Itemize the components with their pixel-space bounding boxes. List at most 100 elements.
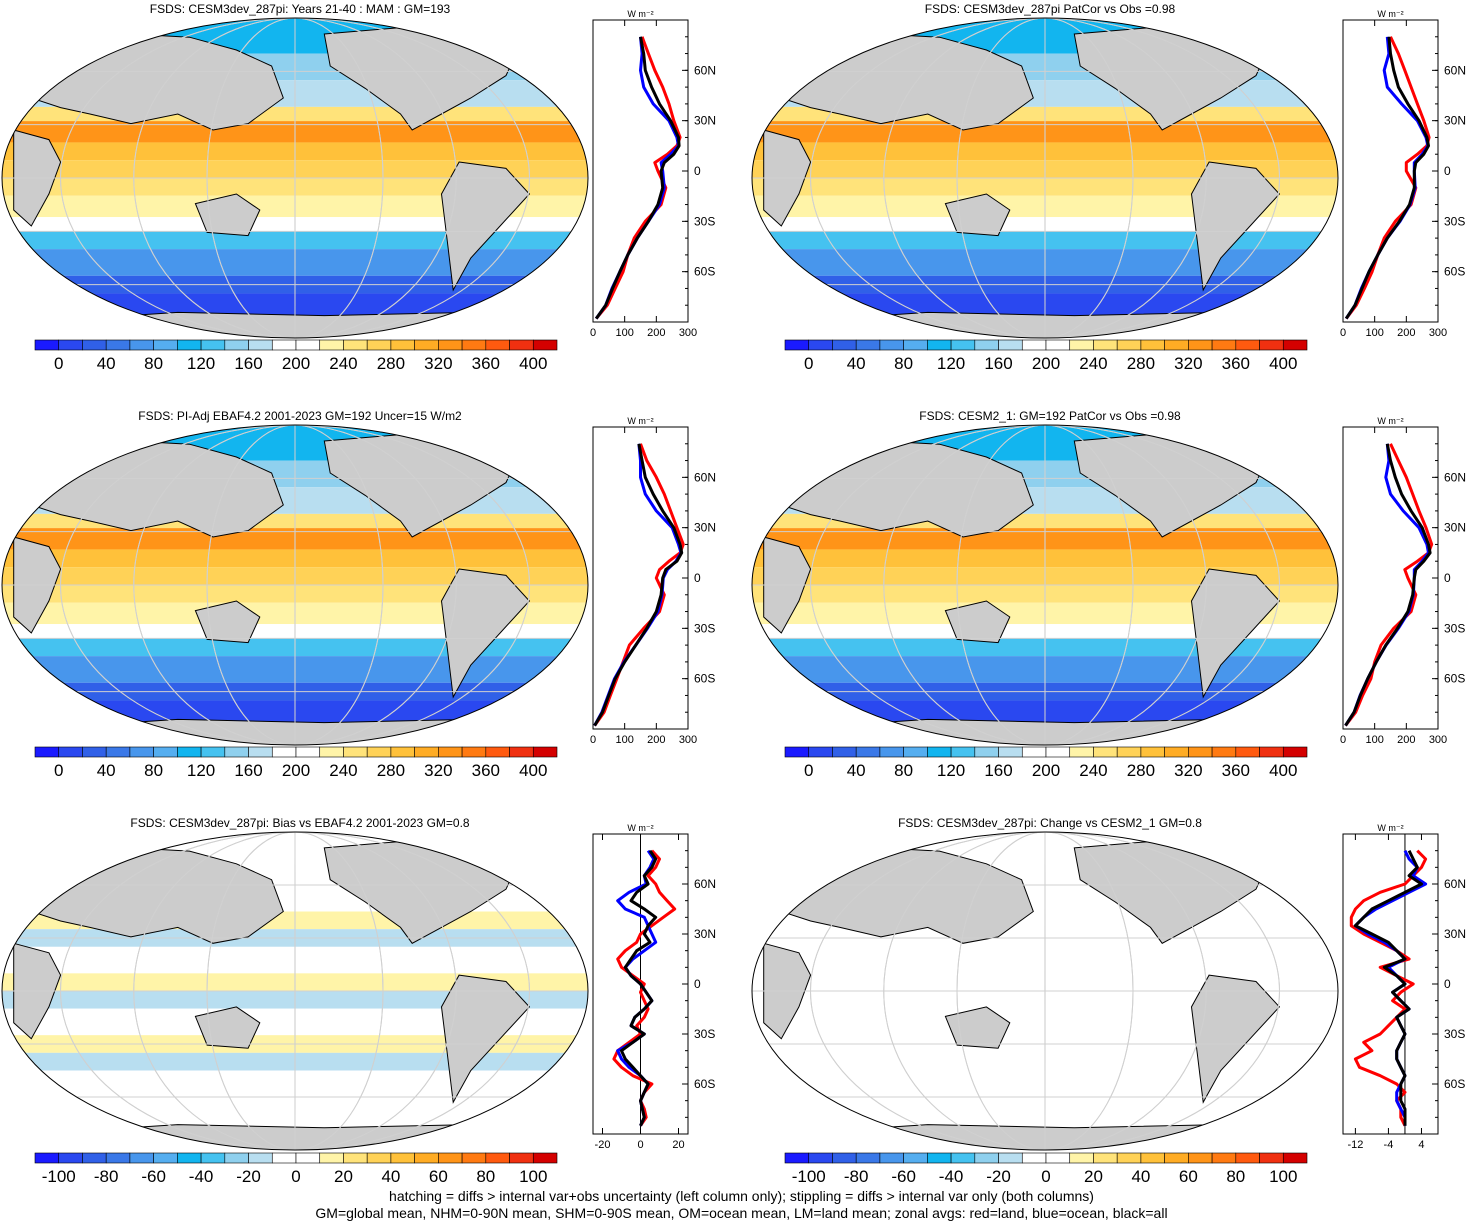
colorbar-tick-label: 240 xyxy=(329,354,357,373)
colorbar-swatch xyxy=(1164,339,1189,351)
zonal-y-tick-label: 0 xyxy=(694,164,701,178)
colorbar-tick-label: 200 xyxy=(1032,761,1060,780)
colorbar-swatch xyxy=(1188,339,1213,351)
colorbar-swatch xyxy=(1235,1152,1260,1164)
zonal-mean-plot: W m⁻² 60N 30N 0 30S 60S 0 100 200 300 xyxy=(1340,9,1466,339)
colorbar-swatch xyxy=(1069,1152,1094,1164)
colorbar-swatch xyxy=(82,339,107,351)
colorbar-swatch xyxy=(998,339,1023,351)
zonal-y-tick-label: 0 xyxy=(1444,977,1451,991)
colorbar-swatch xyxy=(974,746,999,758)
land-mass xyxy=(944,1006,1011,1049)
land-mass xyxy=(1190,568,1281,699)
colorbar-swatch xyxy=(1116,339,1142,351)
zonal-mean-plot: W m⁻² 60N 30N 0 30S 60S -20 0 20 xyxy=(592,823,716,1151)
colorbar-swatch xyxy=(224,339,249,351)
colorbar-swatch xyxy=(58,339,83,351)
zonal-series-land xyxy=(1344,443,1434,727)
colorbar-swatch xyxy=(390,746,415,758)
colorbar-swatch xyxy=(1211,746,1237,758)
colorbar-tick-label: 80 xyxy=(476,1167,495,1186)
colorbar-tick-label: 80 xyxy=(144,761,163,780)
zonal-y-tick-label: 0 xyxy=(694,977,701,991)
zonal-y-tick-label: 60S xyxy=(1444,1077,1465,1091)
zonal-plot-frame xyxy=(1342,19,1439,323)
colorbar-tick-label: 0 xyxy=(804,761,813,780)
zonal-y-tick-label: 30S xyxy=(1444,1027,1465,1041)
zonal-y-tick-label: 60S xyxy=(694,672,715,686)
colorbar-tick-label: 40 xyxy=(381,1167,400,1186)
colorbar-tick-label: 0 xyxy=(804,354,813,373)
zonal-x-tick-label: 200 xyxy=(647,734,665,746)
panel-p2: FSDS: CESM3dev_287pi PatCor vs Obs =0.98… xyxy=(750,0,1483,400)
colorbar: -100 -80 -60 -40 -20 0 20 40 60 80 100 xyxy=(34,1152,558,1186)
zonal-x-tick-label: 0 xyxy=(590,734,596,746)
land-mass xyxy=(440,974,531,1104)
zonal-unit-label: W m⁻² xyxy=(1377,416,1403,426)
colorbar-swatch xyxy=(784,339,810,351)
colorbar-swatch xyxy=(1069,746,1094,758)
longitude-gridline xyxy=(60,832,530,1150)
zonal-x-tick-label: 20 xyxy=(672,1139,684,1151)
map-field xyxy=(2,18,588,338)
colorbar-swatch xyxy=(879,1152,904,1164)
colorbar-tick-label: 20 xyxy=(1084,1167,1103,1186)
colorbar-tick-label: 40 xyxy=(847,354,866,373)
panel-p6: FSDS: CESM3dev_287pi: Change vs CESM2_1 … xyxy=(750,814,1483,1194)
colorbar-tick-label: 280 xyxy=(377,354,405,373)
zonal-x-tick-label: 300 xyxy=(679,734,697,746)
map-field xyxy=(752,832,1338,1150)
colorbar-tick-label: 200 xyxy=(282,354,310,373)
colorbar-swatch xyxy=(200,339,226,351)
colorbar-swatch xyxy=(461,339,487,351)
longitude-gridline xyxy=(956,18,1134,338)
colorbar: 0 40 80 120 160 200 240 280 320 360 400 xyxy=(784,339,1308,373)
colorbar-swatch xyxy=(319,1152,344,1164)
colorbar-tick-label: 120 xyxy=(937,354,965,373)
colorbar-swatch xyxy=(129,1152,154,1164)
colorbar-swatch xyxy=(879,339,904,351)
zonal-mean-plot: W m⁻² 60N 30N 0 30S 60S 0 100 200 300 xyxy=(590,416,716,746)
colorbar-swatch xyxy=(974,1152,999,1164)
colorbar-swatch xyxy=(414,746,439,758)
zonal-x-tick-label: 300 xyxy=(1429,734,1447,746)
colorbar-tick-label: 0 xyxy=(291,1167,300,1186)
colorbar-tick-label: 60 xyxy=(1179,1167,1198,1186)
colorbar-tick-label: 400 xyxy=(1269,761,1297,780)
zonal-y-tick-label: 30N xyxy=(1444,114,1466,128)
colorbar-tick-label: 20 xyxy=(334,1167,353,1186)
zonal-plot-frame xyxy=(1342,426,1439,730)
zonal-y-tick-label: 30N xyxy=(694,927,716,941)
colorbar-swatch xyxy=(903,746,928,758)
zonal-unit-label: W m⁻² xyxy=(627,823,653,833)
colorbar-swatch xyxy=(532,339,558,351)
colorbar-swatch xyxy=(808,339,833,351)
colorbar-swatch xyxy=(998,1152,1023,1164)
longitude-gridline xyxy=(60,18,530,338)
colorbar-swatch xyxy=(784,746,810,758)
colorbar-tick-label: 160 xyxy=(984,354,1012,373)
colorbar-swatch xyxy=(1188,746,1213,758)
colorbar-swatch xyxy=(950,339,976,351)
colorbar-tick-label: 80 xyxy=(894,761,913,780)
map-field xyxy=(752,425,1338,745)
colorbar-swatch xyxy=(1093,339,1118,351)
colorbar-tick-label: -80 xyxy=(94,1167,119,1186)
map-border xyxy=(1,17,589,339)
colorbar-swatch xyxy=(1021,1152,1047,1164)
colorbar-swatch xyxy=(1116,1152,1142,1164)
colorbar-swatch xyxy=(177,746,202,758)
colorbar-tick-label: 80 xyxy=(894,354,913,373)
zonal-mean-plot: W m⁻² 60N 30N 0 30S 60S 0 100 200 300 xyxy=(590,9,716,339)
colorbar-swatch xyxy=(105,1152,131,1164)
colorbar-swatch xyxy=(485,746,510,758)
colorbar-swatch xyxy=(927,339,952,351)
colorbar-tick-label: 400 xyxy=(519,761,547,780)
map-border xyxy=(1,424,589,746)
colorbar-swatch xyxy=(1021,339,1047,351)
longitude-gridline xyxy=(133,18,457,338)
zonal-y-tick-label: 60N xyxy=(694,470,716,484)
colorbar-swatch xyxy=(1282,746,1308,758)
zonal-y-tick-label: 60S xyxy=(1444,265,1465,279)
longitude-gridline xyxy=(883,425,1207,745)
